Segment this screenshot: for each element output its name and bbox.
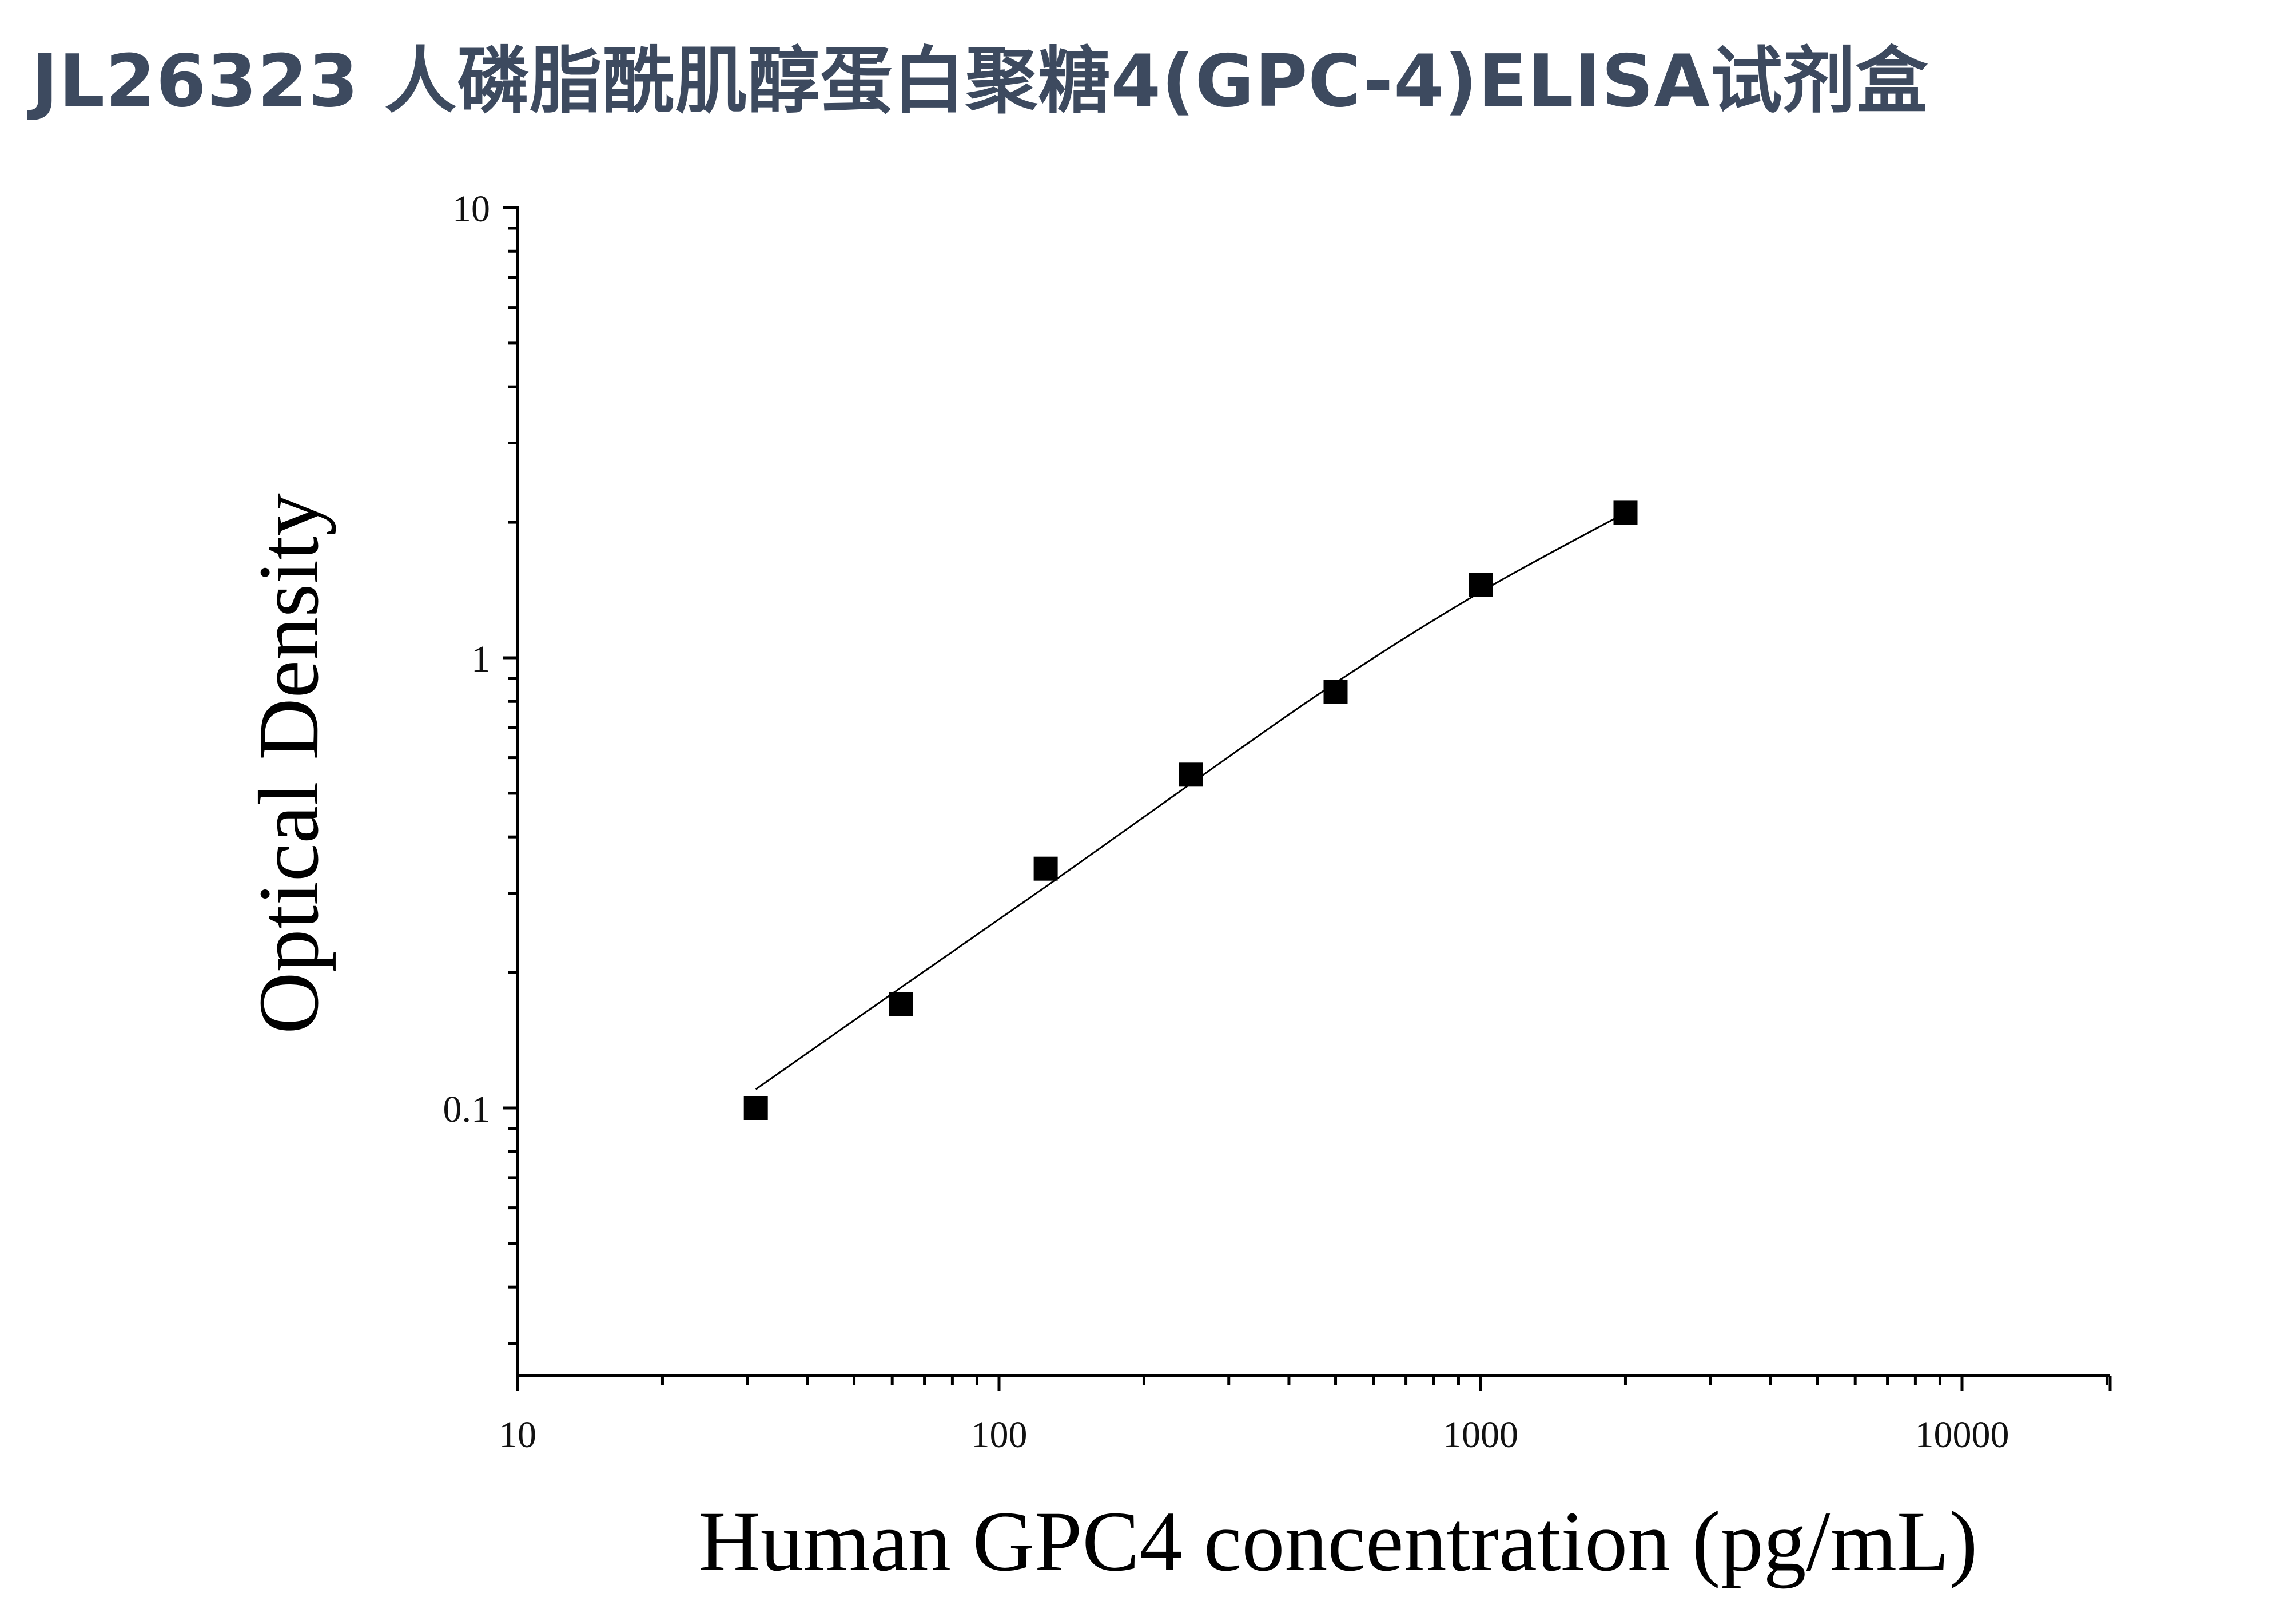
x-tick-label: 10	[499, 1414, 536, 1456]
fit-curve	[755, 512, 1626, 1090]
y-tick-label: 10	[452, 188, 490, 230]
y-tick-labels: 0.1 1 10	[443, 188, 491, 1130]
data-point	[1469, 573, 1493, 597]
y-ticks	[503, 206, 518, 1345]
y-tick-label: 1	[471, 638, 490, 680]
x-tick-label: 100	[971, 1414, 1028, 1456]
x-tick-labels: 10 100 1000 10000	[499, 1414, 2010, 1456]
page-title: JL26323 人磷脂酰肌醇蛋白聚糖4(GPC-4)ELISA试剂盒	[31, 39, 1928, 123]
data-point	[1033, 856, 1058, 881]
data-point	[1179, 762, 1203, 787]
data-point	[1613, 500, 1638, 525]
x-axis-title: Human GPC4 concentration (pg/mL)	[698, 1494, 1977, 1589]
axes	[516, 206, 2110, 1377]
y-tick-label: 0.1	[443, 1088, 491, 1130]
data-point	[889, 992, 913, 1016]
data-point	[1323, 680, 1348, 704]
y-axis-title: Optical Density	[241, 493, 336, 1034]
x-tick-label: 1000	[1443, 1414, 1518, 1456]
x-ticks	[516, 1376, 2112, 1391]
x-tick-label: 10000	[1915, 1414, 2010, 1456]
data-point	[743, 1096, 768, 1120]
data-points	[743, 500, 1638, 1120]
